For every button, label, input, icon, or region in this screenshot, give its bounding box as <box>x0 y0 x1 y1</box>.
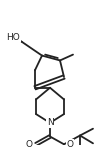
Text: O: O <box>26 140 32 149</box>
Text: O: O <box>67 140 73 149</box>
Text: N: N <box>47 118 53 127</box>
Text: HO: HO <box>6 32 20 42</box>
